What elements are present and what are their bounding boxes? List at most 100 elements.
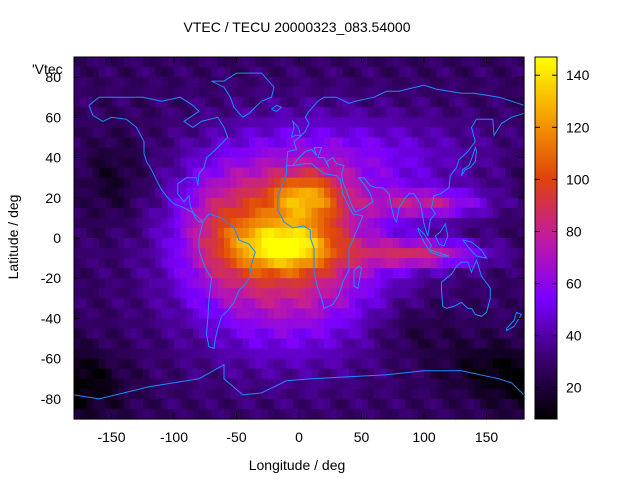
heatmap-cell: [86, 177, 94, 189]
heatmap-cell: [436, 278, 444, 289]
heatmap-cell: [461, 207, 469, 219]
heatmap-cell: [455, 167, 463, 179]
heatmap-cell: [405, 207, 413, 219]
heatmap-cell: [342, 298, 350, 309]
heatmap-cell: [499, 57, 506, 68]
heatmap-cell: [149, 197, 156, 209]
heatmap-cell: [292, 378, 300, 390]
heatmap-cell: [380, 358, 388, 370]
heatmap-cell: [99, 358, 106, 370]
heatmap-cell: [349, 308, 356, 320]
heatmap-cell: [105, 157, 113, 169]
heatmap-cell: [167, 147, 175, 159]
heatmap-cell: [367, 147, 375, 159]
heatmap-cell: [299, 318, 306, 330]
heatmap-cell: [255, 318, 263, 330]
heatmap-cell: [467, 177, 475, 189]
heatmap-cell: [474, 67, 481, 78]
heatmap-cell: [249, 278, 256, 289]
heatmap-cell: [249, 217, 256, 229]
heatmap-cell: [349, 348, 356, 360]
heatmap-cell: [111, 358, 119, 370]
heatmap-cell: [311, 77, 319, 88]
heatmap-cell: [111, 167, 119, 179]
heatmap-cell: [161, 278, 169, 289]
heatmap-cell: [99, 328, 106, 340]
heatmap-cell: [499, 288, 506, 299]
heatmap-cell: [255, 238, 263, 249]
heatmap-cell: [361, 97, 369, 108]
heatmap-cell: [117, 207, 125, 219]
heatmap-cell: [186, 207, 194, 219]
heatmap-cell: [99, 57, 106, 68]
heatmap-cell: [474, 298, 481, 309]
heatmap-cell: [86, 378, 94, 390]
heatmap-cell: [292, 338, 300, 350]
heatmap-cell: [130, 288, 138, 299]
heatmap-cell: [467, 77, 475, 88]
heatmap-cell: [167, 157, 175, 169]
heatmap-cell: [305, 57, 313, 68]
heatmap-cell: [336, 87, 344, 98]
heatmap-cell: [374, 408, 381, 420]
heatmap-cell: [92, 358, 100, 370]
heatmap-cell: [130, 167, 138, 179]
coastline: [462, 239, 488, 259]
heatmap-cell: [492, 278, 500, 289]
heatmap-cell: [105, 318, 113, 330]
heatmap-cell: [111, 107, 119, 118]
heatmap-cell: [92, 328, 100, 340]
heatmap-cell: [480, 368, 488, 380]
heatmap-cell: [124, 197, 131, 209]
heatmap-cell: [461, 177, 469, 189]
heatmap-cell: [436, 298, 444, 309]
heatmap-cell: [155, 298, 163, 309]
heatmap-cell: [474, 238, 481, 249]
colorbar-tick-label: 60: [566, 276, 582, 292]
heatmap-cell: [205, 177, 213, 189]
heatmap-cell: [399, 318, 406, 330]
heatmap-cell: [174, 207, 181, 219]
heatmap-cell: [205, 348, 213, 360]
heatmap-cell: [380, 348, 388, 360]
heatmap-cell: [280, 388, 288, 400]
heatmap-cell: [86, 227, 94, 239]
heatmap-cell: [261, 217, 269, 229]
heatmap-cell: [142, 107, 150, 118]
heatmap-cell: [286, 57, 294, 68]
x-axis-label: Longitude / deg: [249, 457, 346, 473]
heatmap-cell: [436, 157, 444, 169]
heatmap-cell: [211, 217, 219, 229]
heatmap-cell: [292, 87, 300, 98]
heatmap-cell: [505, 177, 513, 189]
heatmap-cell: [117, 217, 125, 229]
heatmap-cell: [136, 398, 144, 410]
heatmap-cell: [361, 107, 369, 118]
heatmap-cell: [361, 207, 369, 219]
heatmap-cell: [305, 137, 313, 149]
heatmap-cell: [374, 378, 381, 390]
heatmap-cell: [161, 207, 169, 219]
heatmap-cell: [499, 408, 506, 420]
heatmap-cell: [292, 368, 300, 380]
heatmap-cell: [336, 298, 344, 309]
heatmap-cell: [336, 107, 344, 118]
heatmap-cell: [155, 147, 163, 159]
heatmap-cell: [305, 217, 313, 229]
heatmap-cell: [505, 328, 513, 340]
heatmap-cell: [461, 67, 469, 78]
heatmap-cell: [186, 177, 194, 189]
heatmap-cell: [492, 408, 500, 420]
heatmap-cell: [267, 147, 275, 159]
heatmap-cell: [111, 328, 119, 340]
heatmap-cell: [274, 187, 281, 199]
heatmap-cell: [442, 248, 450, 259]
heatmap-cell: [405, 358, 413, 370]
chart-title: VTEC / TECU 20000323_083.54000: [183, 19, 410, 35]
heatmap-cell: [161, 127, 169, 139]
heatmap-cell: [161, 67, 169, 78]
heatmap-cell: [455, 328, 463, 340]
heatmap-cell: [380, 288, 388, 299]
heatmap-cell: [149, 338, 156, 350]
heatmap-cell: [299, 147, 306, 159]
